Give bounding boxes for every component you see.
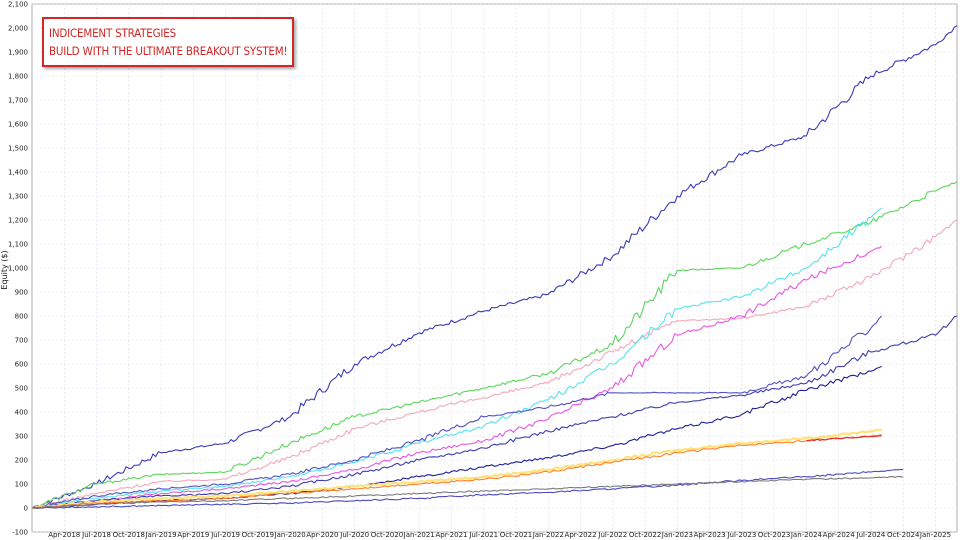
series-line-6 (31, 315, 883, 509)
series-line-12 (31, 469, 904, 509)
x-tick-label: Jul-2024 (856, 531, 886, 539)
x-tick-label: Jul-2018 (81, 531, 111, 539)
x-tick-label: Jan-2025 (919, 531, 951, 539)
x-tick-label: Oct-2024 (887, 531, 920, 539)
x-tick-label: Jan-2021 (403, 531, 435, 539)
x-tick-label: Oct-2019 (242, 531, 274, 539)
y-tick-label: 700 (15, 337, 28, 345)
x-tick-label: Apr-2020 (306, 531, 338, 539)
y-tick-label: 1,600 (8, 121, 28, 129)
y-tick-label: 1,000 (8, 265, 28, 273)
y-tick-label: 1,200 (8, 217, 28, 225)
series-line-7 (31, 315, 958, 509)
x-tick-label: Jan-2023 (661, 531, 693, 539)
x-tick-label: Oct-2023 (758, 531, 790, 539)
x-tick-label: Apr-2019 (177, 531, 209, 539)
x-tick-label: Jul-2023 (726, 531, 756, 539)
y-tick-label: 1,300 (8, 193, 28, 201)
x-tick-label: Apr-2022 (565, 531, 597, 539)
axes: -100 0 100 200 300 400 500 600 700 800 900 1,000 1,1… (8, 1, 951, 540)
series-line-10 (31, 434, 882, 509)
y-tick-label: 400 (15, 409, 28, 417)
x-tick-label: Jan-2024 (790, 531, 823, 539)
x-tick-label: Oct-2022 (629, 531, 661, 539)
x-tick-label: Jul-2020 (339, 531, 369, 539)
y-tick-label: 100 (15, 481, 28, 489)
x-tick-label: Apr-2024 (823, 531, 856, 539)
plot-area (31, 3, 958, 533)
series-line-4 (31, 207, 883, 509)
series-line-5 (31, 245, 882, 509)
y-axis-label: Equity ($) (0, 250, 9, 289)
x-tick-label: Apr-2021 (435, 531, 467, 539)
x-tick-label: Apr-2018 (48, 531, 80, 539)
x-tick-label: Oct-2021 (500, 531, 532, 539)
x-tick-label: Jul-2022 (597, 531, 627, 539)
y-tick-label: 1,500 (8, 145, 28, 153)
x-tick-label: Jan-2020 (274, 531, 306, 539)
y-tick-label: 1,100 (8, 241, 28, 249)
x-tick-label: Jan-2019 (144, 531, 176, 539)
y-tick-label: -100 (12, 529, 28, 537)
annotation-box: INDICEMENT STRATEGIES BUILD WITH THE ULT… (42, 17, 294, 67)
y-tick-label: 800 (15, 313, 28, 321)
x-tick-label: Apr-2023 (694, 531, 726, 539)
x-tick-label: Jan-2022 (532, 531, 564, 539)
y-tick-label: 1,900 (8, 49, 28, 57)
y-tick-label: 1,800 (8, 73, 28, 81)
y-tick-label: 200 (15, 457, 28, 465)
y-tick-label: 300 (15, 433, 28, 441)
x-tick-label: Oct-2018 (113, 531, 145, 539)
series-line-11 (806, 435, 882, 442)
y-tick-label: 1,400 (8, 169, 28, 177)
x-tick-label: Jul-2019 (210, 531, 240, 539)
grid (31, 3, 958, 533)
annotation-line-1: INDICEMENT STRATEGIES (49, 26, 176, 40)
y-tick-label: 0 (24, 505, 28, 513)
series-line-13 (31, 475, 904, 509)
series-group (31, 25, 958, 510)
y-tick-label: 2,100 (8, 1, 28, 9)
annotation-line-2: BUILD WITH THE ULTIMATE BREAKOUT SYSTEM! (49, 44, 288, 58)
y-tick-label: 900 (15, 289, 28, 297)
series-line-1 (31, 25, 958, 509)
series-line-2 (31, 181, 958, 509)
y-tick-label: 500 (15, 385, 28, 393)
series-line-3 (31, 219, 958, 509)
y-tick-label: 600 (15, 361, 28, 369)
y-tick-label: 2,000 (8, 25, 28, 33)
x-tick-label: Oct-2020 (371, 531, 403, 539)
x-tick-label: Jul-2021 (468, 531, 498, 539)
y-tick-label: 1,700 (8, 97, 28, 105)
series-line-9 (31, 428, 882, 510)
